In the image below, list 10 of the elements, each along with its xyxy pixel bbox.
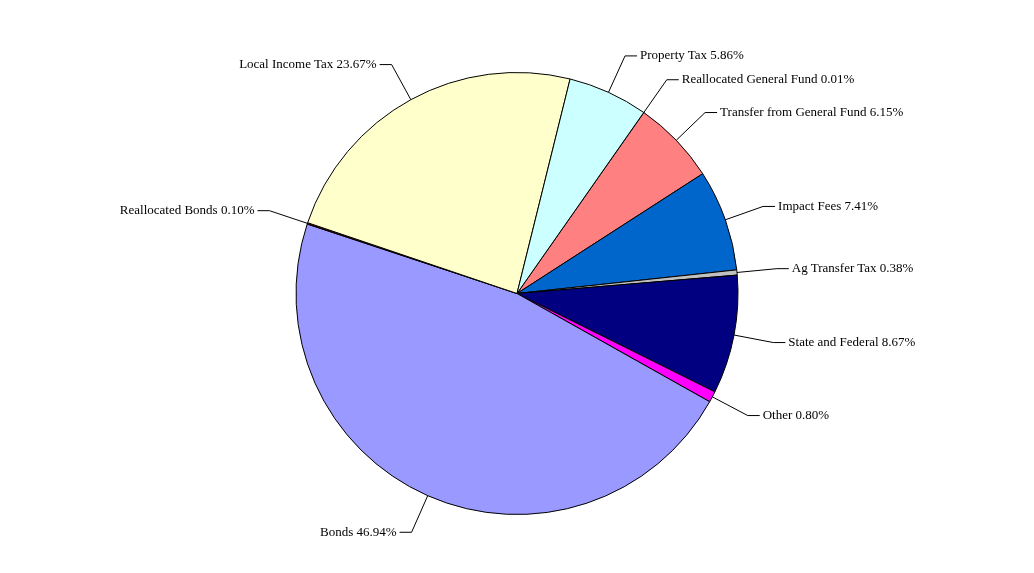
slice-label: Other 0.80% bbox=[762, 406, 830, 422]
slice-label: Ag Transfer Tax 0.38% bbox=[791, 260, 914, 276]
slice-label: Property Tax 5.86% bbox=[640, 47, 745, 63]
slice-label: Transfer from General Fund 6.15% bbox=[720, 103, 904, 119]
slice-label: Reallocated General Fund 0.01% bbox=[681, 71, 855, 87]
slice-label: Local Income Tax 23.67% bbox=[239, 56, 377, 72]
slice-label: Reallocated Bonds 0.10% bbox=[119, 202, 255, 218]
slice-label: Impact Fees 7.41% bbox=[778, 197, 879, 213]
slice-label: State and Federal 8.67% bbox=[788, 333, 916, 349]
slice-label: Bonds 46.94% bbox=[320, 523, 397, 539]
